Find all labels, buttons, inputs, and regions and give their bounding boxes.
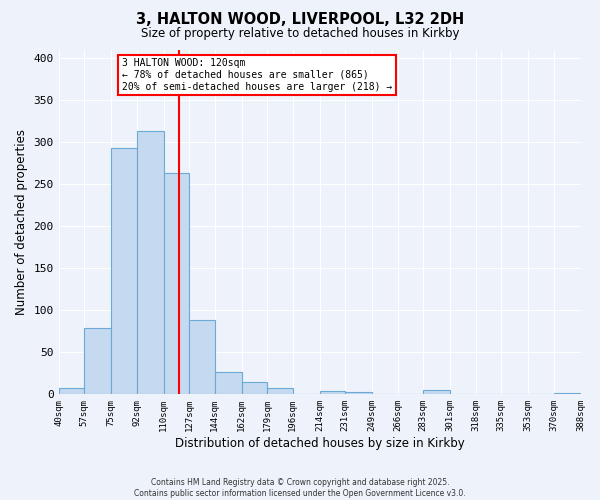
Text: Contains HM Land Registry data © Crown copyright and database right 2025.
Contai: Contains HM Land Registry data © Crown c… <box>134 478 466 498</box>
Bar <box>267 388 293 394</box>
Bar <box>345 392 372 394</box>
Text: 3 HALTON WOOD: 120sqm
← 78% of detached houses are smaller (865)
20% of semi-det: 3 HALTON WOOD: 120sqm ← 78% of detached … <box>122 58 392 92</box>
Bar <box>320 391 345 394</box>
Bar <box>164 174 189 394</box>
Text: Size of property relative to detached houses in Kirkby: Size of property relative to detached ho… <box>141 28 459 40</box>
Bar <box>554 392 580 394</box>
Bar <box>111 148 137 394</box>
Bar <box>215 372 242 394</box>
Bar <box>84 328 111 394</box>
X-axis label: Distribution of detached houses by size in Kirkby: Distribution of detached houses by size … <box>175 437 464 450</box>
Bar <box>59 388 84 394</box>
Text: 3, HALTON WOOD, LIVERPOOL, L32 2DH: 3, HALTON WOOD, LIVERPOOL, L32 2DH <box>136 12 464 28</box>
Y-axis label: Number of detached properties: Number of detached properties <box>15 129 28 315</box>
Bar <box>137 130 164 394</box>
Bar <box>242 382 267 394</box>
Bar <box>189 320 215 394</box>
Bar <box>423 390 450 394</box>
